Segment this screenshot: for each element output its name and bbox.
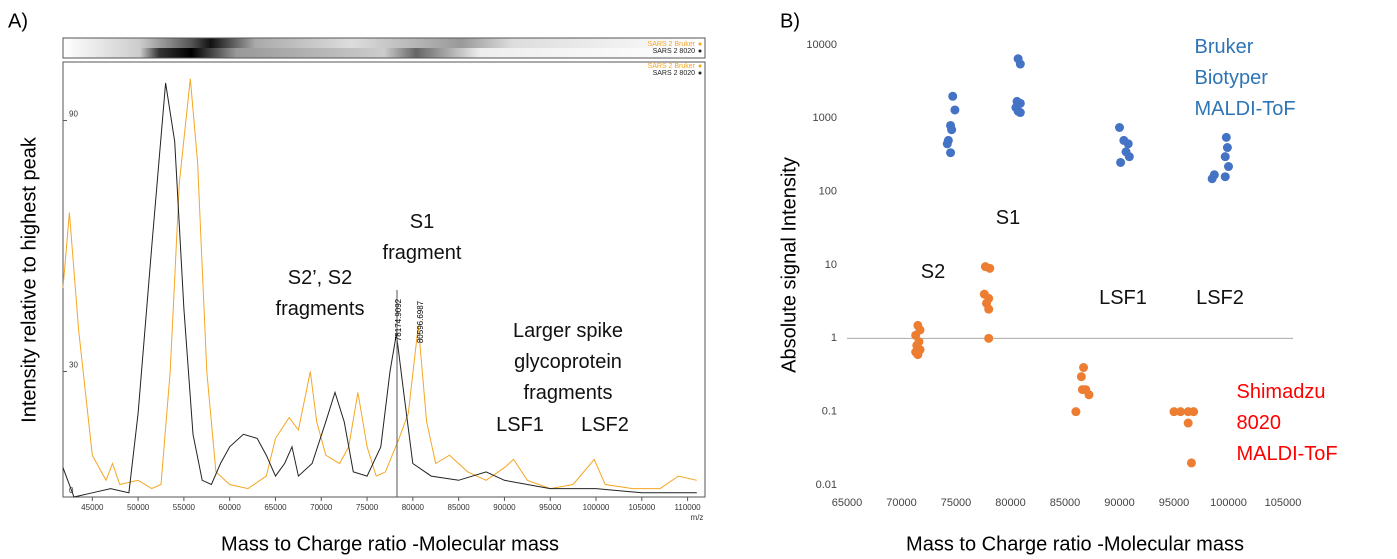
point [1015, 59, 1025, 69]
spectrum-line [62, 78, 697, 490]
point [1220, 172, 1230, 182]
point [1207, 174, 1217, 184]
x-tick-label: 110000 [675, 503, 702, 512]
x-tick-label: 65000 [832, 497, 863, 509]
x-tick-label: 85000 [448, 503, 471, 512]
x-tick-label: 90000 [493, 503, 516, 512]
point [1224, 162, 1233, 172]
x-tick-label: 105000 [628, 503, 655, 512]
point [1183, 418, 1193, 428]
point [947, 125, 957, 135]
y-tick-label: 10000 [806, 39, 837, 51]
point [1189, 407, 1199, 417]
legend-dot [698, 71, 702, 75]
x-axis-title: Mass to Charge ratio -Molecular mass [906, 533, 1244, 555]
x-tick-label: 50000 [127, 503, 150, 512]
point [1076, 372, 1086, 382]
x-tick-label: 90000 [1104, 497, 1135, 509]
panel-label: B) [780, 10, 800, 32]
x-tick-label: 55000 [173, 503, 196, 512]
y-tick-label: 90 [69, 110, 78, 119]
y-tick-label: 10 [825, 259, 837, 271]
peak-label: 80596.6987 [416, 300, 425, 343]
legend-dot [698, 49, 702, 53]
y-axis-title: Intensity relative to highest peak [18, 136, 40, 423]
y-tick-label: 0.1 [822, 406, 837, 418]
y-axis-title: Absolute signal Intensity [778, 157, 800, 373]
legend-label: SARS 2 8020 [653, 48, 696, 55]
gel-frame [62, 37, 706, 59]
point [1079, 363, 1089, 373]
x-tick-label: 100000 [583, 503, 610, 512]
annotation: S2 [920, 261, 946, 283]
annotation: Larger spike glycoprotein fragments [512, 320, 624, 404]
spectrum-line [62, 82, 697, 498]
x-tick-label: 105000 [1265, 497, 1302, 509]
x-tick-label: 80000 [402, 503, 425, 512]
annotation: LSF1 [1099, 287, 1147, 309]
x-tick-label: 70000 [310, 503, 333, 512]
x-tick-label: 100000 [1210, 497, 1247, 509]
point [948, 91, 958, 101]
peak-label: 78174.9092 [394, 298, 403, 341]
annotation: LSF2 [1196, 287, 1244, 309]
point [1116, 157, 1126, 167]
legend-label: Bruker Biotyper MALDI-ToF [1194, 36, 1296, 120]
point [1221, 132, 1231, 142]
x-tick-label: 70000 [886, 497, 917, 509]
y-tick-label: 1 [831, 332, 837, 344]
point [984, 304, 994, 314]
y-tick-label: 100 [819, 186, 837, 198]
x-tick-label: 65000 [264, 503, 287, 512]
point [942, 139, 952, 149]
point [913, 350, 923, 360]
legend-label: SARS 2 Bruker [648, 41, 696, 48]
y-tick-label: 1000 [813, 112, 837, 124]
point [1123, 139, 1133, 149]
point [1169, 407, 1179, 417]
point [1186, 458, 1196, 468]
legend-label: SARS 2 Bruker [648, 63, 696, 70]
point [1124, 152, 1134, 162]
point [950, 105, 960, 115]
annotation: LSF2 [581, 414, 629, 436]
x-tick-label: 80000 [995, 497, 1026, 509]
annotation: S1 fragment [382, 211, 462, 264]
annotation: S1 [995, 207, 1021, 229]
legend-dot [698, 64, 702, 68]
x-tick-label: 75000 [941, 497, 972, 509]
point [1071, 407, 1081, 417]
annotation: LSF1 [496, 414, 544, 436]
x-tick-label: 75000 [356, 503, 379, 512]
y-tick-label: 30 [69, 361, 78, 370]
x-tick-label: 85000 [1050, 497, 1081, 509]
y-tick-label: 0.01 [816, 479, 837, 491]
x-tick-label: 45000 [81, 503, 104, 512]
legend-dot [698, 42, 702, 46]
x-axis-title: Mass to Charge ratio -Molecular mass [221, 533, 559, 555]
plot-frame [62, 61, 706, 498]
x-tick-label: 95000 [1159, 497, 1190, 509]
legend-label: SARS 2 8020 [653, 70, 696, 77]
point [1220, 152, 1230, 162]
point [1115, 122, 1124, 132]
x-tick-label: 95000 [539, 503, 562, 512]
point [1084, 390, 1094, 400]
point [1176, 407, 1186, 417]
x-unit: m/z [691, 513, 704, 522]
point [1222, 143, 1232, 153]
panel-label: A) [8, 10, 28, 32]
point [984, 333, 994, 343]
point [985, 263, 995, 273]
point [946, 148, 956, 158]
legend-label: Shimadzu 8020 MALDI-ToF [1236, 381, 1338, 465]
gel-strip [63, 48, 705, 58]
point [1077, 385, 1087, 395]
gel-strip [63, 38, 705, 48]
x-tick-label: 60000 [219, 503, 242, 512]
point [1015, 108, 1025, 118]
annotation: S2’, S2 fragments [275, 267, 365, 320]
